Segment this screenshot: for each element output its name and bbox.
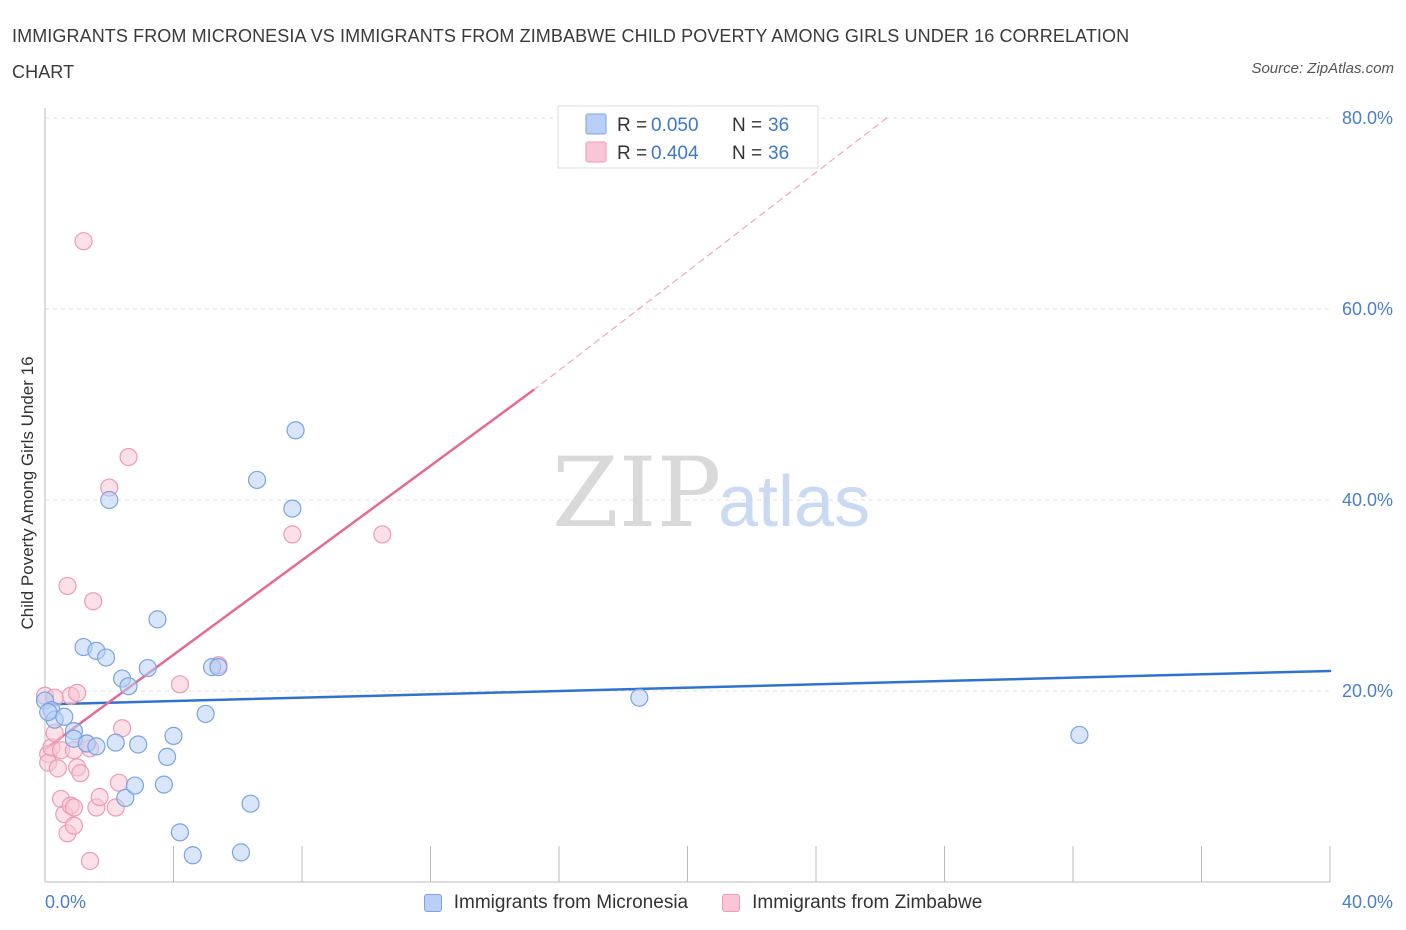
point-zimbabwe-28	[119, 447, 138, 467]
point-micronesia-3	[55, 707, 74, 726]
legend-r-label-micronesia: R =	[617, 115, 647, 136]
point-micronesia-34	[1070, 725, 1089, 745]
chart-title: IMMIGRANTS FROM MICRONESIA VS IMMIGRANTS…	[12, 26, 1130, 82]
y-tick-label-0: 20.0%	[1342, 681, 1393, 701]
point-micronesia-24	[183, 846, 202, 865]
point-zimbabwe-19	[80, 851, 100, 871]
point-micronesia-14	[116, 788, 135, 808]
point-micronesia-31	[283, 499, 302, 518]
point-micronesia-12	[106, 733, 125, 752]
legend-swatch-zimbabwe-bottom	[722, 894, 741, 912]
legend-n-label-micronesia: N =	[732, 115, 762, 136]
y-axis-label: Child Poverty Among Girls Under 16	[18, 356, 37, 629]
x-tick-labels: 0.0% 40.0%	[45, 892, 1393, 912]
trendline-2	[532, 117, 888, 391]
point-micronesia-11	[100, 490, 119, 510]
point-zimbabwe-17	[71, 764, 90, 783]
trendline-1	[43, 388, 535, 751]
legend-r-value-zimbabwe: 0.404	[651, 143, 699, 164]
point-zimbabwe-13	[64, 816, 84, 835]
trendlines	[43, 117, 1332, 751]
legend-n-label-zimbabwe: N =	[732, 143, 762, 164]
point-zimbabwe-26	[109, 773, 128, 792]
point-micronesia-22	[164, 726, 183, 745]
point-micronesia-29	[241, 794, 260, 813]
correlation-legend: R = 0.050 N = 36 R = 0.404 N = 36	[557, 105, 819, 169]
point-micronesia-19	[148, 610, 167, 629]
legend-item-micronesia[interactable]: Immigrants from Micronesia	[423, 892, 689, 914]
legend-label-micronesia: Immigrants from Micronesia	[453, 892, 689, 913]
x-tick-label-0: 0.0%	[45, 892, 86, 912]
series-zimbabwe-points	[35, 232, 392, 871]
legend-label-zimbabwe: Immigrants from Zimbabwe	[752, 892, 983, 913]
point-micronesia-25	[196, 704, 215, 724]
point-zimbabwe-29	[170, 675, 190, 694]
point-micronesia-10	[96, 648, 116, 667]
point-micronesia-21	[157, 747, 177, 766]
legend-swatch-micronesia	[585, 113, 607, 135]
legend-r-label-zimbabwe: R =	[617, 143, 647, 164]
point-zimbabwe-31	[283, 525, 302, 544]
point-zimbabwe-21	[84, 592, 103, 611]
legend-item-zimbabwe[interactable]: Immigrants from Zimbabwe	[722, 892, 982, 914]
trendline-0	[43, 669, 1332, 706]
y-tick-label-3: 80.0%	[1342, 108, 1393, 128]
legend-n-value-micronesia: 36	[768, 115, 789, 136]
point-zimbabwe-32	[373, 525, 392, 544]
source-label: Source: ZipAtlas.com	[1251, 60, 1394, 77]
point-zimbabwe-23	[90, 787, 109, 807]
point-zimbabwe-5	[48, 759, 67, 778]
point-zimbabwe-18	[74, 232, 93, 251]
point-zimbabwe-33	[64, 798, 84, 817]
point-micronesia-27	[209, 658, 228, 677]
point-micronesia-15	[119, 677, 138, 696]
legend-n-value-zimbabwe: 36	[768, 143, 789, 164]
point-micronesia-16	[125, 776, 145, 795]
legend-swatch-zimbabwe	[585, 141, 607, 163]
point-zimbabwe-16	[68, 683, 87, 703]
series-legend: Immigrants from Micronesia Immigrants fr…	[0, 888, 1406, 918]
point-micronesia-35	[39, 702, 58, 722]
legend-r-value-micronesia: 0.050	[651, 115, 699, 136]
point-micronesia-28	[231, 843, 251, 862]
y-tick-labels: 20.0% 40.0% 60.0% 80.0%	[1342, 108, 1393, 701]
point-micronesia-17	[129, 735, 148, 754]
point-micronesia-18	[138, 658, 157, 678]
point-micronesia-32	[286, 421, 305, 440]
point-micronesia-30	[247, 470, 267, 490]
point-micronesia-20	[154, 775, 173, 794]
series-micronesia-points	[35, 421, 1089, 865]
point-zimbabwe-10	[58, 576, 77, 596]
axes	[44, 108, 1331, 883]
point-micronesia-33	[630, 688, 649, 707]
watermark-zip: ZIP	[552, 437, 721, 549]
point-micronesia-9	[87, 737, 106, 756]
y-tick-label-1: 40.0%	[1342, 490, 1393, 510]
x-tick-label-1: 40.0%	[1342, 892, 1393, 912]
y-tick-label-2: 60.0%	[1342, 299, 1393, 319]
gridlines	[45, 117, 1330, 692]
legend-swatch-micronesia-bottom	[423, 894, 442, 912]
point-micronesia-23	[170, 823, 190, 842]
watermark-atlas: atlas	[718, 462, 870, 542]
